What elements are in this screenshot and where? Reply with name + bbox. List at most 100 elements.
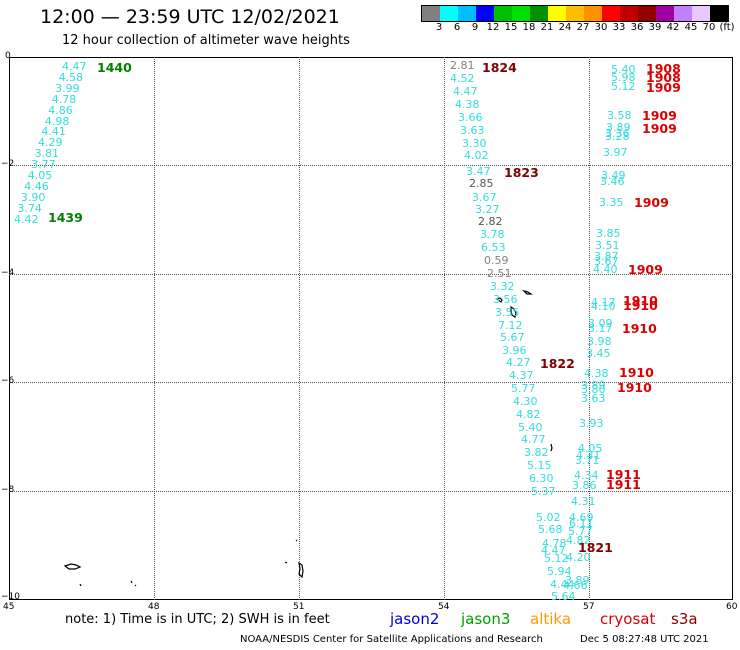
- color-scale-label: 3: [435, 22, 443, 33]
- swh-value-track: 2.81: [450, 59, 475, 72]
- swh-value-track: 2.82: [478, 215, 503, 228]
- color-swatch: [584, 6, 602, 21]
- pass-time-label: 1908: [646, 61, 681, 76]
- legend-jason3: jason3: [461, 610, 511, 628]
- pass-time-label: 1439: [48, 210, 83, 225]
- page-title: 12:00 — 23:59 UTC 12/02/2021: [40, 6, 340, 28]
- swh-value-jason3: 4.42: [14, 212, 39, 226]
- color-swatch: [656, 6, 674, 21]
- swh-value-jason3: 4.05: [27, 169, 53, 182]
- swh-value-track: 3.27: [475, 203, 500, 216]
- swh-value-cryosat: 4.69: [569, 511, 594, 524]
- island-outline: [79, 583, 82, 587]
- legend-cryosat: cryosat: [600, 610, 656, 628]
- swh-value-cryosat: 3.35: [599, 196, 624, 209]
- swh-value-track: 3.55: [495, 306, 520, 319]
- color-swatch: [458, 6, 476, 21]
- swh-value-track: 3.47: [466, 165, 491, 178]
- pass-time-label: 1909: [634, 195, 669, 210]
- color-swatch: [530, 6, 548, 21]
- swh-value-jason3: 4.98: [44, 114, 70, 128]
- color-swatch: [476, 6, 494, 21]
- swh-value-cryosat: 3.98: [587, 335, 612, 348]
- swh-value-cryosat: 6.11: [569, 517, 594, 530]
- color-scale-label: 36: [630, 22, 644, 33]
- pass-time-label: 1824: [482, 60, 517, 75]
- color-scale-label: 21: [540, 22, 554, 33]
- y-axis-label-10: −10: [1, 592, 20, 602]
- pass-time-label: 1909: [642, 121, 677, 136]
- swh-value-jason3: 4.41: [41, 125, 66, 139]
- swh-value-track: 3.30: [462, 137, 487, 150]
- page-subtitle: 12 hour collection of altimeter wave hei…: [62, 33, 350, 48]
- color-swatch: [620, 6, 638, 21]
- swh-value-track: 5.12: [544, 552, 569, 565]
- swh-value-track: 4.47: [541, 544, 566, 557]
- swh-value-track: 5.77: [511, 382, 536, 395]
- swh-value-jason3: 4.47: [62, 60, 87, 73]
- swh-value-jason3: 3.74: [17, 201, 42, 215]
- swh-value-cryosat: 3.89: [606, 121, 631, 134]
- pass-time-label: 1911: [606, 467, 641, 482]
- color-scale-label: 30: [594, 22, 608, 33]
- swh-value-cryosat: 3.36: [605, 127, 630, 140]
- swh-value-cryosat: 3.63: [581, 392, 606, 405]
- color-scale-bar: [421, 5, 729, 22]
- swh-value-jason3: 4.78: [51, 92, 77, 106]
- grid-line-lat-2: [9, 165, 733, 166]
- color-scale-label: 15: [504, 22, 518, 33]
- pass-time-label: 1910: [623, 298, 658, 313]
- swh-value-cryosat: 3.86: [572, 479, 597, 492]
- swh-value-track: 4.47: [453, 85, 478, 98]
- swh-value-track: 4.77: [521, 433, 546, 446]
- color-scale-label: 24: [558, 22, 572, 33]
- island-outline: [63, 563, 82, 570]
- pass-time-label: 1908: [646, 70, 681, 85]
- color-scale-label: 42: [666, 22, 680, 33]
- swh-value-cryosat: 3.51: [595, 239, 620, 252]
- swh-value-track: 5.37: [531, 485, 556, 498]
- swh-value-cryosat: 4.10: [591, 300, 616, 313]
- color-swatch: [692, 6, 710, 21]
- swh-value-track: 7.12: [498, 319, 523, 332]
- pass-time-label: 1911: [606, 477, 641, 492]
- swh-value-cryosat: 4.66: [563, 579, 588, 592]
- map-plot-area: [9, 57, 733, 600]
- island-outline: [130, 580, 137, 587]
- color-swatch: [422, 6, 440, 21]
- color-swatch: [638, 6, 656, 21]
- y-axis-label-2: −2: [1, 159, 15, 169]
- footer-note: note: 1) Time is in UTC; 2) SWH is in fe…: [65, 612, 330, 627]
- swh-value-track: 5.15: [527, 459, 552, 472]
- swh-value-jason3: 3.81: [34, 147, 60, 161]
- swh-value-cryosat: 4.34: [574, 469, 599, 482]
- y-axis-label-0: 0: [5, 51, 11, 61]
- color-swatch: [494, 6, 512, 21]
- swh-value-track: 3.32: [490, 280, 515, 293]
- x-axis-label-54: 54: [438, 602, 450, 612]
- swh-value-cryosat: 3.46: [600, 175, 625, 188]
- color-swatch: [512, 6, 530, 21]
- swh-value-cryosat: 4.31: [571, 495, 596, 508]
- x-axis-label-48: 48: [148, 602, 160, 612]
- swh-value-track: 4.38: [455, 98, 480, 111]
- swh-value-track: 3.67: [472, 191, 497, 204]
- swh-value-cryosat: 3.97: [603, 146, 628, 159]
- swh-value-cryosat: 4.20: [566, 551, 591, 564]
- swh-value-jason3: 3.99: [55, 81, 80, 95]
- pass-time-label: 1909: [628, 262, 663, 277]
- grid-line-lon-54: [444, 57, 445, 600]
- swh-value-track: 3.56: [493, 293, 518, 306]
- x-axis-label-60: 60: [726, 602, 738, 612]
- x-axis-label-57: 57: [583, 602, 595, 612]
- swh-value-track: 4.37: [509, 369, 534, 382]
- swh-value-cryosat: 3.67: [594, 255, 619, 268]
- color-scale-label: 6: [453, 22, 461, 33]
- swh-value-track: 6.53: [481, 241, 506, 254]
- swh-value-cryosat: 3.58: [607, 109, 632, 122]
- grid-line-lat-4: [9, 274, 733, 275]
- color-swatch: [674, 6, 692, 21]
- island-outline: [550, 443, 553, 452]
- grid-line-lat-8: [9, 491, 733, 492]
